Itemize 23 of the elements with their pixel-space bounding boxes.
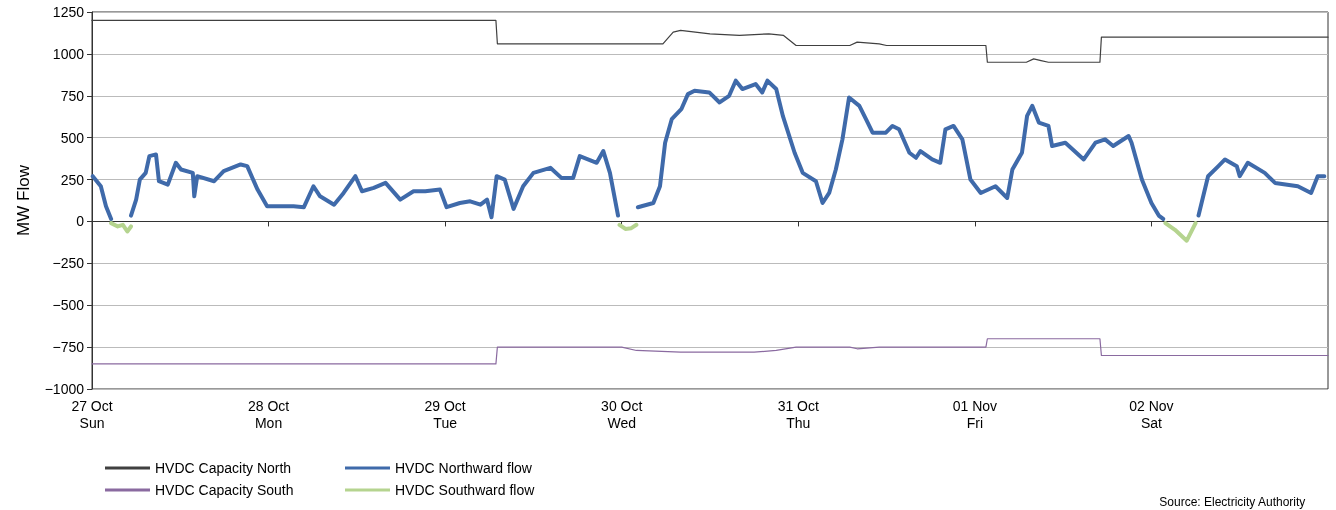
y-tick-label: 750 — [60, 87, 85, 104]
y-tick-label: −750 — [52, 339, 85, 356]
source-note: Source: Electricity Authority — [1159, 495, 1306, 509]
x-tick-label: 30 Oct Wed — [601, 397, 643, 431]
x-tick-label: 29 Oct Tue — [424, 397, 466, 431]
y-axis-title: MW Flow — [14, 164, 33, 236]
x-tick-label: 31 Oct Thu — [777, 397, 820, 431]
y-tick-label: −250 — [52, 255, 85, 272]
x-tick-label: 02 Nov Sat — [1129, 397, 1174, 431]
y-tick-label: −1000 — [44, 381, 85, 397]
legend-label: HVDC Northward flow — [395, 460, 533, 476]
y-tick-label: −500 — [52, 297, 85, 314]
legend-label: HVDC Capacity South — [155, 482, 294, 498]
x-tick-label: 28 Oct Mon — [247, 397, 290, 431]
y-tick-label: 0 — [76, 213, 85, 230]
y-tick-label: 250 — [60, 171, 85, 188]
y-tick-label: 1250 — [52, 4, 85, 20]
y-tick-label: 1000 — [52, 45, 85, 62]
legend-label: HVDC Southward flow — [395, 482, 536, 498]
x-tick-label: 01 Nov Fri — [952, 397, 998, 431]
y-tick-label: 500 — [60, 129, 85, 146]
x-tick-label: 27 Oct Sun — [71, 397, 113, 431]
legend-label: HVDC Capacity North — [155, 460, 292, 476]
